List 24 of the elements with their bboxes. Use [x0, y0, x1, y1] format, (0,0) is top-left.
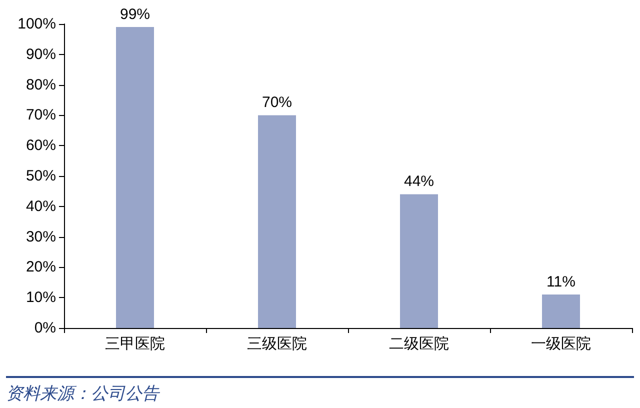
- bar: [116, 27, 154, 328]
- y-tick-label: 10%: [26, 289, 56, 306]
- data-label: 44%: [404, 173, 434, 190]
- x-tick-label: 二级医院: [389, 334, 449, 352]
- x-tick-label: 三甲医院: [105, 334, 165, 352]
- y-tick-label: 30%: [26, 228, 56, 246]
- x-tick-label: 三级医院: [247, 334, 307, 352]
- bar: [400, 194, 438, 328]
- y-tick-label: 60%: [26, 137, 56, 154]
- bar: [542, 294, 580, 328]
- y-tick-label: 80%: [26, 76, 56, 94]
- data-label: 70%: [262, 94, 292, 112]
- bar: [258, 115, 296, 328]
- y-tick-label: 100%: [18, 16, 56, 32]
- y-tick-label: 50%: [26, 168, 56, 184]
- data-label: 99%: [120, 6, 150, 24]
- data-label: 11%: [546, 274, 576, 291]
- text: 资料来源：公司公告: [6, 376, 634, 405]
- y-tick-label: 20%: [26, 258, 56, 276]
- y-tick-label: 90%: [26, 46, 56, 63]
- y-tick-label: 70%: [26, 106, 56, 124]
- x-tick-label: 一级医院: [531, 334, 591, 352]
- y-tick-label: 0%: [34, 320, 56, 336]
- y-tick-label: 40%: [26, 198, 56, 215]
